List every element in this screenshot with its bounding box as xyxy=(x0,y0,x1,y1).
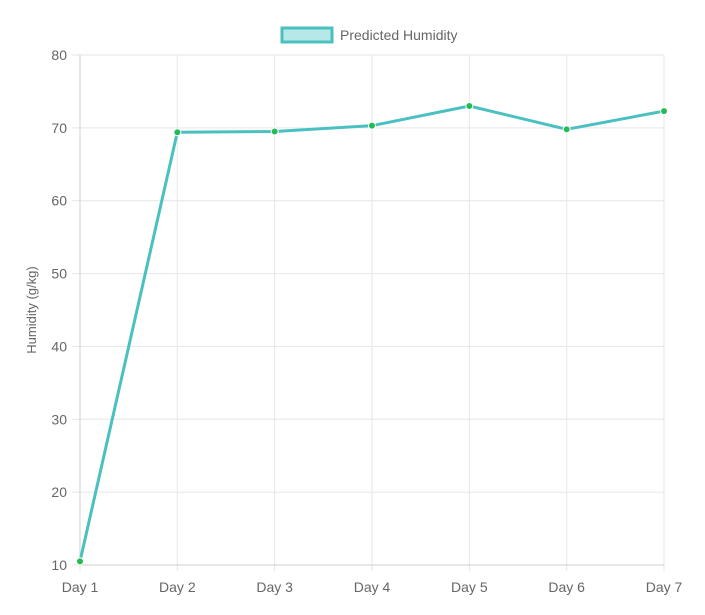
data-point xyxy=(368,121,376,130)
x-tick-label: Day 6 xyxy=(548,579,585,595)
y-tick-label: 30 xyxy=(51,411,67,427)
legend-label: Predicted Humidity xyxy=(340,27,458,43)
data-point xyxy=(660,107,668,116)
legend-swatch xyxy=(280,26,334,44)
x-tick-label: Day 3 xyxy=(256,579,293,595)
y-tick-label: 70 xyxy=(51,120,67,136)
x-tick-label: Day 1 xyxy=(62,579,99,595)
x-tick-label: Day 5 xyxy=(451,579,488,595)
data-point xyxy=(76,557,84,566)
y-tick-label: 50 xyxy=(51,266,67,282)
y-tick-label: 10 xyxy=(51,557,67,573)
y-axis-title: Humidity (g/kg) xyxy=(24,266,39,353)
x-tick-label: Day 2 xyxy=(159,579,196,595)
grid xyxy=(79,54,665,566)
data-point xyxy=(465,102,474,110)
data-point xyxy=(270,127,279,136)
x-tick-label: Day 4 xyxy=(354,579,391,595)
y-tick-label: 40 xyxy=(51,338,67,354)
x-tick-label: Day 7 xyxy=(646,579,683,595)
data-point xyxy=(562,125,571,134)
y-tick-label: 60 xyxy=(51,193,67,209)
series-layer xyxy=(76,102,668,566)
y-tick-label: 80 xyxy=(51,47,67,63)
y-tick-label: 20 xyxy=(51,484,67,500)
legend[interactable]: Predicted Humidity xyxy=(280,26,458,44)
data-point xyxy=(173,128,182,137)
axes: 10 20 30 40 50 60 70 80 Day 1 Day 2 Day 3 Day 4 Day … xyxy=(51,47,682,595)
